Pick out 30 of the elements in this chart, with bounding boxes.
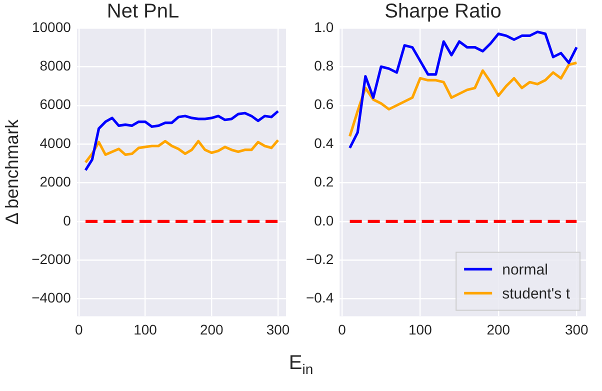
y-tick-label: 6000 (40, 96, 72, 112)
y-tick-label: −0.2 (306, 250, 334, 267)
chart-title: Sharpe Ratio (384, 0, 502, 23)
y-tick-label: −0.4 (306, 290, 334, 306)
y-tick-label: 1.0 (314, 18, 334, 35)
x-tick-label: 200 (486, 321, 510, 338)
y-tick-label: −4000 (32, 290, 72, 306)
y-tick-label: 0.0 (314, 212, 334, 228)
y-tick-label: 0.4 (314, 134, 334, 151)
x-tick-label: 300 (564, 321, 589, 338)
x-tick-label: 100 (134, 321, 158, 338)
x-tick-label: 200 (200, 321, 224, 338)
x-tick-label: 300 (266, 321, 290, 338)
y-tick-label: 10000 (32, 18, 72, 35)
y-tick-label: 0.6 (314, 96, 334, 112)
y-axis-title: Δ benchmark (2, 118, 22, 225)
x-axis-title: E$_{in}$ (288, 352, 314, 377)
x-tick-label: 0 (338, 321, 346, 338)
legend-label: student's t (502, 285, 571, 302)
x-tick-label: 100 (408, 321, 432, 338)
y-tick-label: 2000 (40, 174, 72, 190)
y-tick-label: 8000 (40, 58, 72, 74)
y-tick-label: 0.2 (314, 174, 334, 190)
y-tick-label: 0.8 (314, 58, 334, 74)
chart-title: Net PnL (106, 0, 180, 23)
y-tick-label: 4000 (40, 134, 72, 151)
x-tick-label: 0 (75, 321, 84, 338)
legend-label: normal (502, 261, 548, 278)
y-tick-label: 0 (63, 212, 72, 228)
y-tick-label: −2000 (32, 250, 72, 267)
